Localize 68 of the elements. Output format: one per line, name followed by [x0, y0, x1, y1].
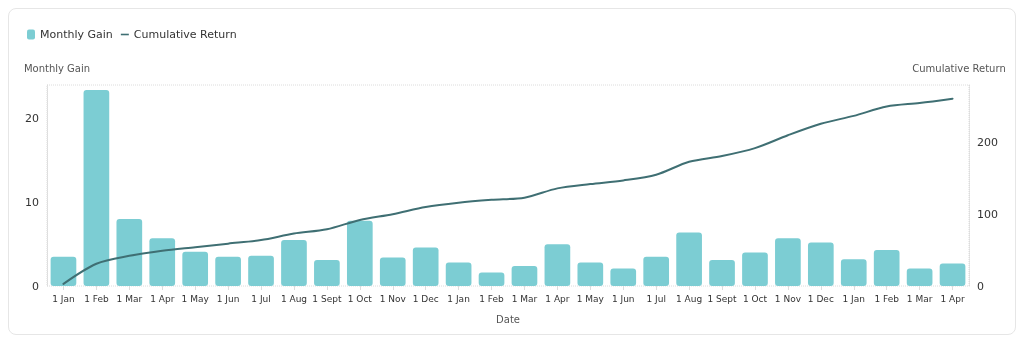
bar — [314, 260, 340, 286]
x-tick-label: 1 Apr — [545, 293, 570, 304]
x-tick-label: 1 Oct — [347, 293, 373, 304]
bar — [478, 272, 505, 286]
bar — [412, 247, 439, 286]
x-axis-title: Date — [496, 313, 520, 325]
bar — [577, 262, 604, 286]
x-tick-label: 1 Dec — [412, 293, 439, 304]
x-tick-label: 1 Apr — [940, 293, 965, 304]
bar — [511, 265, 538, 286]
x-tick-label: 1 Jul — [251, 293, 271, 304]
y2-tick-label: 100 — [977, 207, 998, 221]
x-tick-label: 1 Oct — [742, 293, 768, 304]
bar — [445, 262, 472, 286]
legend-label: Cumulative Return — [133, 28, 237, 41]
bar — [248, 255, 274, 286]
x-tick-label: 1 Aug — [676, 293, 703, 304]
x-tick-label: 1 Sept — [707, 293, 738, 304]
x-tick-label: 1 Jan — [447, 293, 470, 304]
x-tick-label: 1 Feb — [479, 293, 505, 304]
bar — [643, 256, 670, 286]
line-series — [62, 97, 954, 285]
bar — [873, 249, 900, 286]
bar — [906, 268, 933, 286]
x-tick-label: 1 Mar — [906, 293, 933, 304]
x-tick-label: 1 Jan — [842, 293, 865, 304]
x-tick-label: 1 Jul — [646, 293, 666, 304]
bar — [676, 232, 702, 286]
y-tick-label: 0 — [32, 279, 39, 293]
y-tick-label: 10 — [25, 195, 39, 209]
bar — [281, 239, 307, 286]
x-tick-label: 1 Aug — [280, 293, 308, 304]
x-tick-label: 1 Sept — [312, 293, 342, 304]
x-tick-label: 1 Feb — [874, 293, 900, 304]
x-tick-label: 1 Apr — [150, 293, 175, 304]
x-tick-label: 1 Jun — [216, 293, 240, 304]
bar — [742, 252, 768, 286]
x-tick-label: 1 May — [181, 293, 210, 304]
bar — [149, 238, 176, 286]
bar — [215, 256, 241, 286]
bar — [709, 260, 735, 286]
bar — [83, 90, 110, 286]
x-tick-label: 1 Mar — [511, 293, 538, 304]
bar — [939, 263, 966, 286]
bar — [379, 257, 406, 286]
bar — [840, 259, 867, 286]
x-tick-label: 1 Dec — [807, 293, 834, 304]
bar — [775, 238, 801, 286]
bar — [544, 244, 571, 286]
bar — [807, 242, 834, 286]
legend-label: Monthly Gain — [40, 28, 113, 41]
x-tick-label: 1 Jan — [52, 293, 75, 304]
bar — [50, 256, 77, 286]
x-tick-label: 1 Mar — [116, 293, 143, 304]
y-axis-title: Monthly Gain — [23, 62, 91, 74]
x-tick-label: 1 Nov — [774, 293, 802, 304]
y-tick-label: 20 — [25, 112, 39, 125]
x-tick-label: 1 May — [576, 293, 605, 304]
x-tick-label: 1 Feb — [84, 293, 109, 304]
y2-axis-title: Cumulative Return — [912, 62, 1006, 74]
bar — [182, 251, 209, 286]
y2-tick-label: 200 — [977, 135, 998, 149]
bar — [116, 219, 143, 286]
y2-tick-label: 0 — [977, 279, 984, 293]
x-tick-label: 1 Jun — [611, 293, 635, 304]
x-tick-label: 1 Nov — [379, 293, 407, 304]
bar — [346, 220, 373, 286]
bar — [610, 268, 637, 286]
